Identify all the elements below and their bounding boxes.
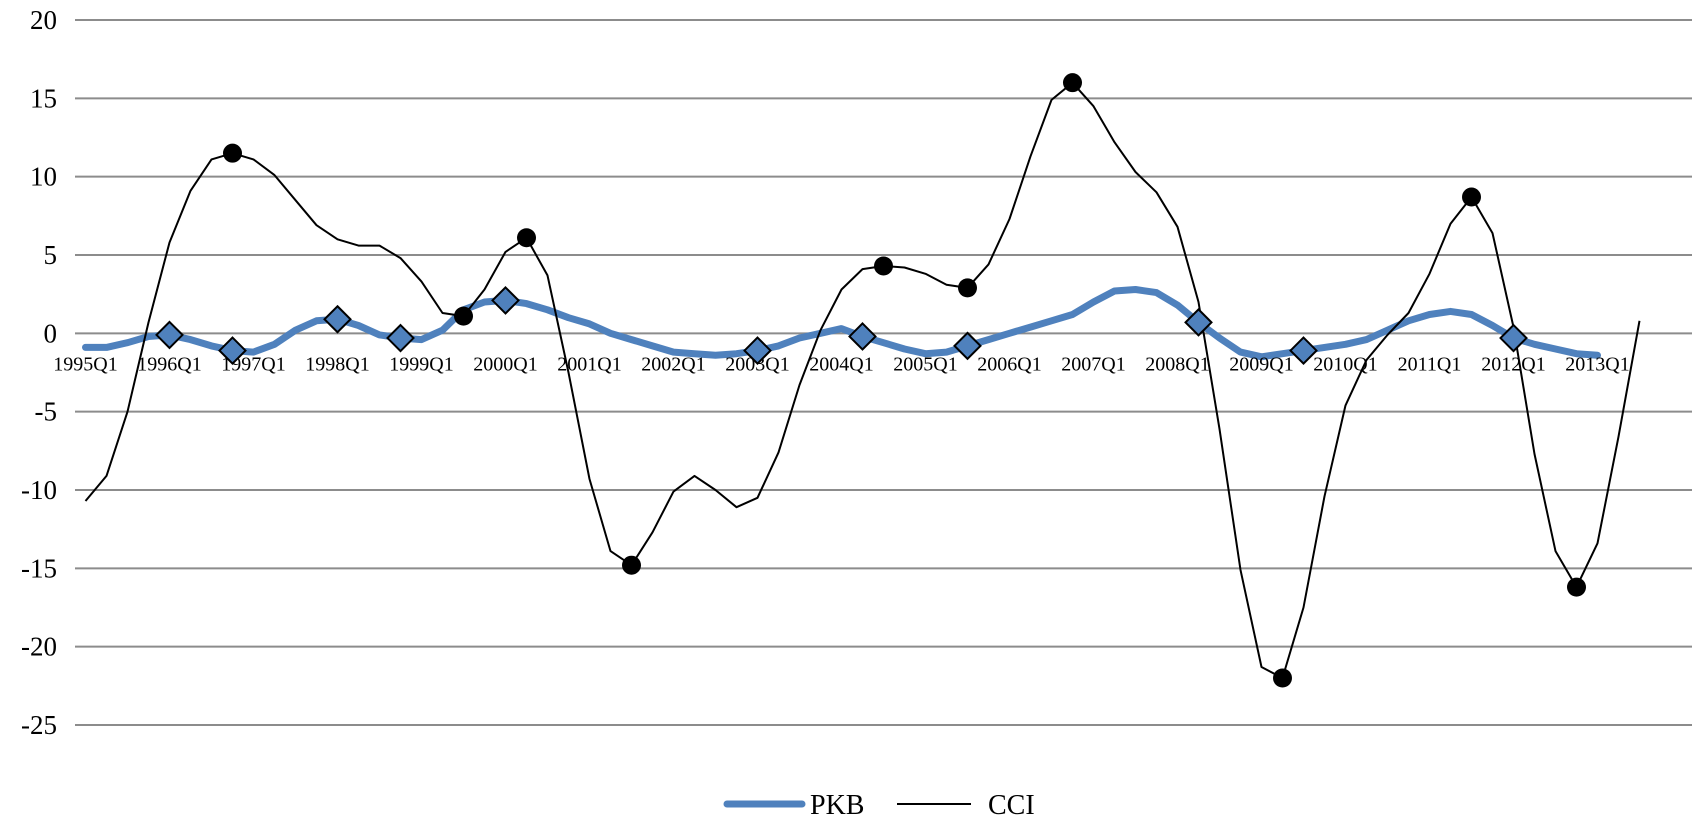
x-axis-tick-labels: 1995Q1 1996Q1 1997Q1 1998Q1 1999Q1 2000Q1 2001…	[53, 353, 1629, 375]
y-tick-label: -20	[21, 632, 57, 662]
legend: PKB CCI	[723, 790, 1035, 821]
pkb-marker	[1499, 323, 1528, 353]
pkb-marker	[155, 320, 184, 350]
pkb-marker	[386, 323, 415, 353]
pkb-marker	[953, 331, 982, 361]
x-tick-label: 2009Q1	[1229, 353, 1293, 375]
series-line-cci	[84, 81, 1641, 679]
gridlines	[75, 19, 1692, 726]
x-tick-label: 2000Q1	[473, 353, 537, 375]
y-tick-label: -5	[35, 397, 58, 427]
y-tick-label: -15	[21, 553, 57, 583]
cci-marker	[1273, 668, 1292, 688]
series-markers	[155, 73, 1586, 688]
y-tick-label: -25	[21, 710, 57, 740]
series-line-pkb	[82, 286, 1601, 361]
legend-label-cci: CCI	[988, 790, 1035, 821]
pkb-marker	[491, 286, 520, 315]
series-lines	[82, 81, 1641, 679]
x-tick-label: 2002Q1	[641, 353, 705, 375]
cci-marker	[1063, 73, 1082, 93]
x-tick-label: 1999Q1	[389, 353, 453, 375]
y-tick-label: 5	[44, 240, 58, 270]
cci-marker	[517, 228, 536, 248]
pkb-marker	[1289, 336, 1318, 365]
x-tick-label: 2013Q1	[1565, 353, 1629, 375]
x-tick-label: 2012Q1	[1481, 353, 1545, 375]
cci-marker	[223, 143, 242, 163]
cci-marker	[874, 256, 893, 276]
x-tick-label: 2004Q1	[809, 353, 873, 375]
x-tick-label: 2007Q1	[1061, 353, 1125, 375]
x-tick-label: 1996Q1	[137, 353, 201, 375]
cci-marker	[1567, 577, 1586, 597]
cci-marker	[622, 555, 641, 575]
y-tick-label: 20	[30, 5, 57, 35]
pkb-marker	[218, 336, 247, 365]
cci-marker	[958, 278, 977, 298]
pkb-marker	[1184, 307, 1213, 337]
x-tick-label: 1998Q1	[305, 353, 369, 375]
y-tick-label: 10	[30, 162, 57, 192]
x-tick-label: 2011Q1	[1398, 353, 1462, 375]
y-tick-label: -10	[21, 475, 57, 505]
y-tick-label: 15	[30, 83, 57, 113]
y-axis-tick-labels: 20 15 10 5 0 -5 -10 -15 -20 -25	[21, 5, 57, 740]
cci-marker	[1462, 187, 1481, 207]
x-tick-label: 2008Q1	[1145, 353, 1209, 375]
x-tick-label: 2001Q1	[557, 353, 621, 375]
x-tick-label: 2010Q1	[1313, 353, 1377, 375]
cci-marker	[454, 306, 473, 326]
pkb-marker	[323, 304, 352, 334]
y-tick-label: 0	[44, 318, 58, 348]
x-tick-label: 2006Q1	[977, 353, 1041, 375]
pkb-marker	[848, 322, 877, 351]
legend-label-pkb: PKB	[810, 790, 864, 821]
pkb-marker	[743, 336, 772, 365]
x-tick-label: 2005Q1	[893, 353, 957, 375]
x-tick-label: 1995Q1	[53, 353, 117, 375]
